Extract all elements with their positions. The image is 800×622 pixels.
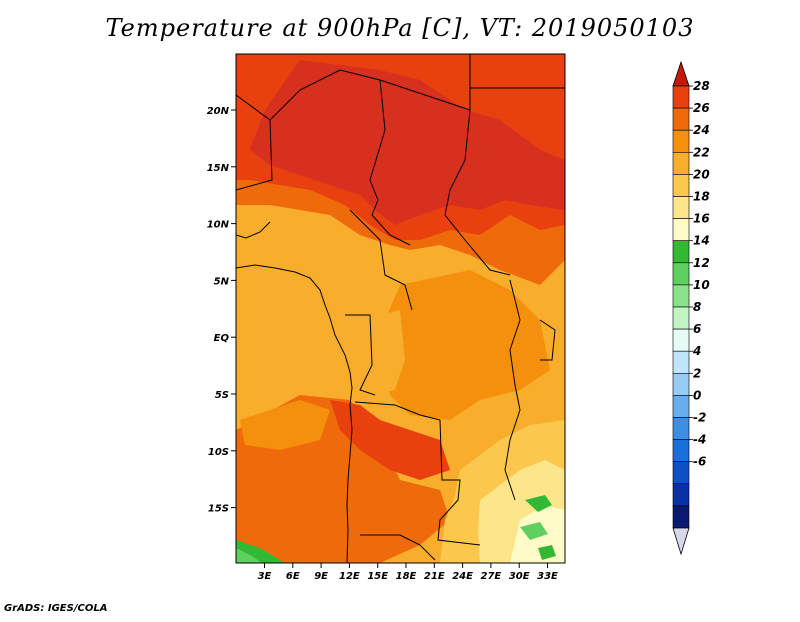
colorbar-label: 8 (693, 300, 701, 314)
colorbar-segment (672, 395, 690, 418)
colorbar-bottom-arrow (672, 527, 690, 556)
colorbar-label: 28 (693, 79, 710, 93)
y-tick-label: 5N (214, 276, 230, 287)
colorbar-label: -2 (693, 411, 706, 425)
y-tick-label: 5S (215, 390, 229, 401)
x-tick-label: 6E (286, 571, 300, 582)
colorbar-segment (672, 174, 690, 197)
x-tick-label: 24E (452, 571, 473, 582)
map-frame (235, 53, 566, 564)
x-tick-label: 9E (314, 571, 328, 582)
colorbar-segment (672, 129, 690, 153)
y-tick-label: 10N (207, 220, 230, 231)
colorbar-label: 16 (693, 212, 710, 226)
country-borders (236, 54, 565, 563)
colorbar-segment (672, 196, 690, 219)
colorbar-label: 20 (693, 167, 710, 181)
colorbar-label: 24 (693, 123, 710, 137)
colorbar-label: 4 (692, 344, 701, 358)
colorbar-label: -4 (693, 433, 706, 447)
grads-credit: GrADS: IGES/COLA (4, 603, 108, 614)
colorbar-segment (672, 306, 690, 330)
x-tick-label: 3E (258, 571, 272, 582)
x-tick-label: 27E (481, 571, 502, 582)
colorbar-label: 26 (693, 101, 710, 115)
colorbar-segment (672, 262, 690, 286)
y-tick-label: 20N (207, 106, 230, 117)
colorbar-label: 18 (693, 190, 710, 204)
colorbar-label: -6 (693, 455, 706, 469)
colorbar-segment (672, 328, 690, 352)
x-tick-label: 30E (509, 571, 530, 582)
x-tick-label: 15E (367, 571, 388, 582)
colorbar-segment (672, 85, 690, 109)
x-tick-label: 18E (396, 571, 417, 582)
colorbar-label: 6 (693, 322, 701, 336)
colorbar-label: 14 (693, 234, 710, 248)
x-axis: 3E 6E 9E 12E 15E 18E 21E 24E 27E 30E 33E (258, 563, 558, 582)
colorbar-segment (672, 350, 690, 374)
colorbar-segment (672, 218, 690, 242)
colorbar-segment (672, 240, 690, 264)
colorbar-segment (672, 439, 690, 463)
colorbar-label: 12 (693, 256, 710, 270)
colorbar-segment (672, 107, 690, 131)
colorbar-label: 22 (693, 145, 710, 159)
y-tick-label: 10S (208, 447, 229, 458)
colorbar-segment (672, 505, 690, 529)
colorbar-segment (672, 284, 690, 308)
colorbar-segment (672, 483, 690, 507)
colorbar-segment (672, 372, 690, 396)
colorbar-segment (672, 152, 690, 175)
colorbar-segment (672, 461, 690, 485)
temperature-field (236, 54, 565, 563)
y-tick-label: 15N (207, 163, 230, 174)
colorbar-label: 2 (693, 366, 701, 380)
colorbar-label: 0 (693, 388, 701, 402)
x-tick-label: 21E (424, 571, 445, 582)
y-tick-label: EQ (214, 333, 230, 344)
y-axis: 20N 15N 10N 5N EQ 5S 10S 15S (207, 106, 236, 515)
colorbar-segment (672, 417, 690, 440)
colorbar-top-arrow (672, 60, 690, 87)
colorbar-label: 10 (693, 278, 710, 292)
x-tick-label: 12E (339, 571, 360, 582)
x-tick-label: 33E (537, 571, 558, 582)
y-tick-label: 15S (208, 504, 229, 515)
map-title: Temperature at 900hPa [C], VT: 201905010… (105, 14, 695, 42)
